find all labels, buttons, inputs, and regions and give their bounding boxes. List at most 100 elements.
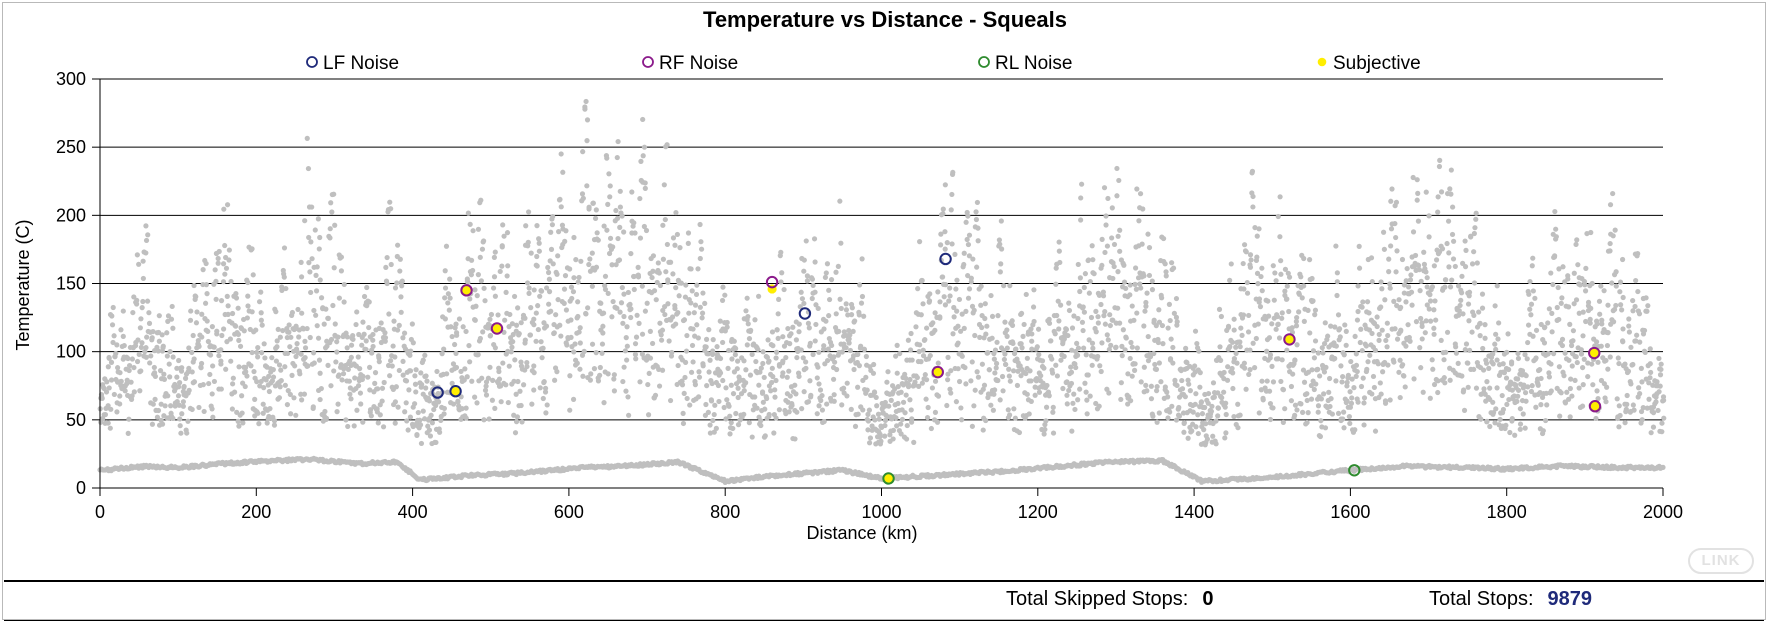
stop-point — [499, 243, 505, 249]
stop-point — [755, 346, 761, 353]
stop-point — [583, 310, 589, 317]
stop-point — [617, 204, 623, 210]
stop-point — [1341, 425, 1347, 431]
stop-point — [1252, 365, 1258, 371]
stop-point — [367, 407, 374, 413]
stop-point — [1333, 378, 1339, 384]
stop-point — [1517, 426, 1523, 432]
stop-point — [1515, 350, 1521, 357]
stop-point — [1100, 289, 1106, 295]
stop-point — [924, 325, 930, 331]
stop-point — [1639, 417, 1645, 423]
stop-point — [304, 135, 310, 141]
stop-point — [1301, 379, 1308, 385]
stop-point — [1580, 333, 1586, 339]
stop-point — [614, 305, 620, 311]
stop-point — [1369, 330, 1375, 337]
stop-point — [824, 261, 831, 267]
stop-point — [1231, 413, 1237, 420]
stop-point — [1613, 302, 1619, 309]
stop-point — [251, 368, 257, 375]
stop-point — [1149, 287, 1156, 293]
stop-point — [800, 355, 806, 361]
stop-point — [798, 289, 804, 295]
stop-point — [663, 269, 669, 275]
stop-point — [196, 404, 202, 411]
stop-point — [1006, 366, 1012, 372]
stop-point — [1120, 327, 1126, 333]
stop-point — [1358, 383, 1365, 390]
stop-point — [1543, 417, 1549, 424]
stop-point — [1082, 271, 1088, 277]
stop-point — [198, 360, 205, 367]
stop-point — [1205, 400, 1211, 406]
stop-point — [1127, 355, 1133, 362]
stop-point — [1317, 373, 1323, 379]
stop-point — [118, 378, 124, 384]
stop-point — [1585, 360, 1591, 366]
stop-point — [628, 306, 634, 312]
stop-point — [1576, 385, 1582, 391]
stop-point — [1628, 344, 1634, 350]
stop-point — [746, 335, 753, 342]
stop-point — [1247, 367, 1253, 373]
stop-point — [1091, 271, 1097, 277]
stop-point — [801, 389, 807, 395]
stop-point — [1368, 255, 1375, 261]
stop-point — [646, 370, 652, 377]
stop-point — [649, 274, 655, 281]
stop-point — [344, 334, 350, 340]
stop-point — [497, 268, 503, 275]
stop-point — [302, 355, 308, 361]
stop-point — [307, 334, 313, 341]
stop-point — [316, 357, 323, 363]
stop-point — [1144, 290, 1150, 296]
stop-point — [1050, 430, 1057, 436]
stop-point — [682, 374, 688, 381]
stop-point — [158, 401, 164, 407]
stop-point — [822, 274, 829, 281]
stop-point — [598, 300, 604, 306]
stop-point — [735, 422, 742, 428]
stop-point — [580, 195, 586, 201]
stop-point — [1292, 357, 1298, 363]
stop-point — [1089, 243, 1095, 249]
stop-point — [583, 98, 589, 105]
stop-point — [1189, 428, 1195, 434]
stop-point — [769, 365, 775, 371]
stop-point — [1618, 302, 1624, 308]
stop-point — [865, 427, 871, 433]
stop-point — [1165, 394, 1171, 400]
stop-point — [639, 283, 645, 289]
stop-point — [968, 378, 974, 384]
stop-point — [1507, 429, 1513, 436]
stop-point — [1277, 234, 1283, 240]
stop-point — [1029, 331, 1035, 337]
stop-point — [1149, 278, 1155, 284]
stop-point — [136, 261, 142, 267]
stop-point — [1361, 422, 1367, 428]
stop-point — [846, 336, 852, 342]
stop-point — [680, 410, 686, 416]
stop-point — [1142, 308, 1148, 314]
stop-point — [638, 158, 644, 164]
stop-point — [299, 397, 305, 403]
stop-point — [1504, 401, 1510, 408]
stop-point — [221, 206, 227, 212]
stop-point — [1446, 250, 1452, 256]
stop-point — [1085, 372, 1091, 378]
stop-point — [236, 423, 242, 429]
stop-point — [971, 403, 977, 409]
stop-point — [1086, 337, 1092, 343]
stop-point — [1471, 312, 1477, 318]
stop-point — [1424, 284, 1430, 290]
stop-point — [1322, 425, 1329, 431]
stop-point — [997, 269, 1003, 275]
stop-point — [1589, 361, 1595, 367]
stop-point — [1305, 410, 1311, 416]
stop-point — [1405, 284, 1412, 290]
stop-point — [177, 380, 183, 386]
stop-point — [106, 385, 112, 391]
stop-point — [776, 407, 782, 413]
stop-point — [588, 371, 594, 377]
